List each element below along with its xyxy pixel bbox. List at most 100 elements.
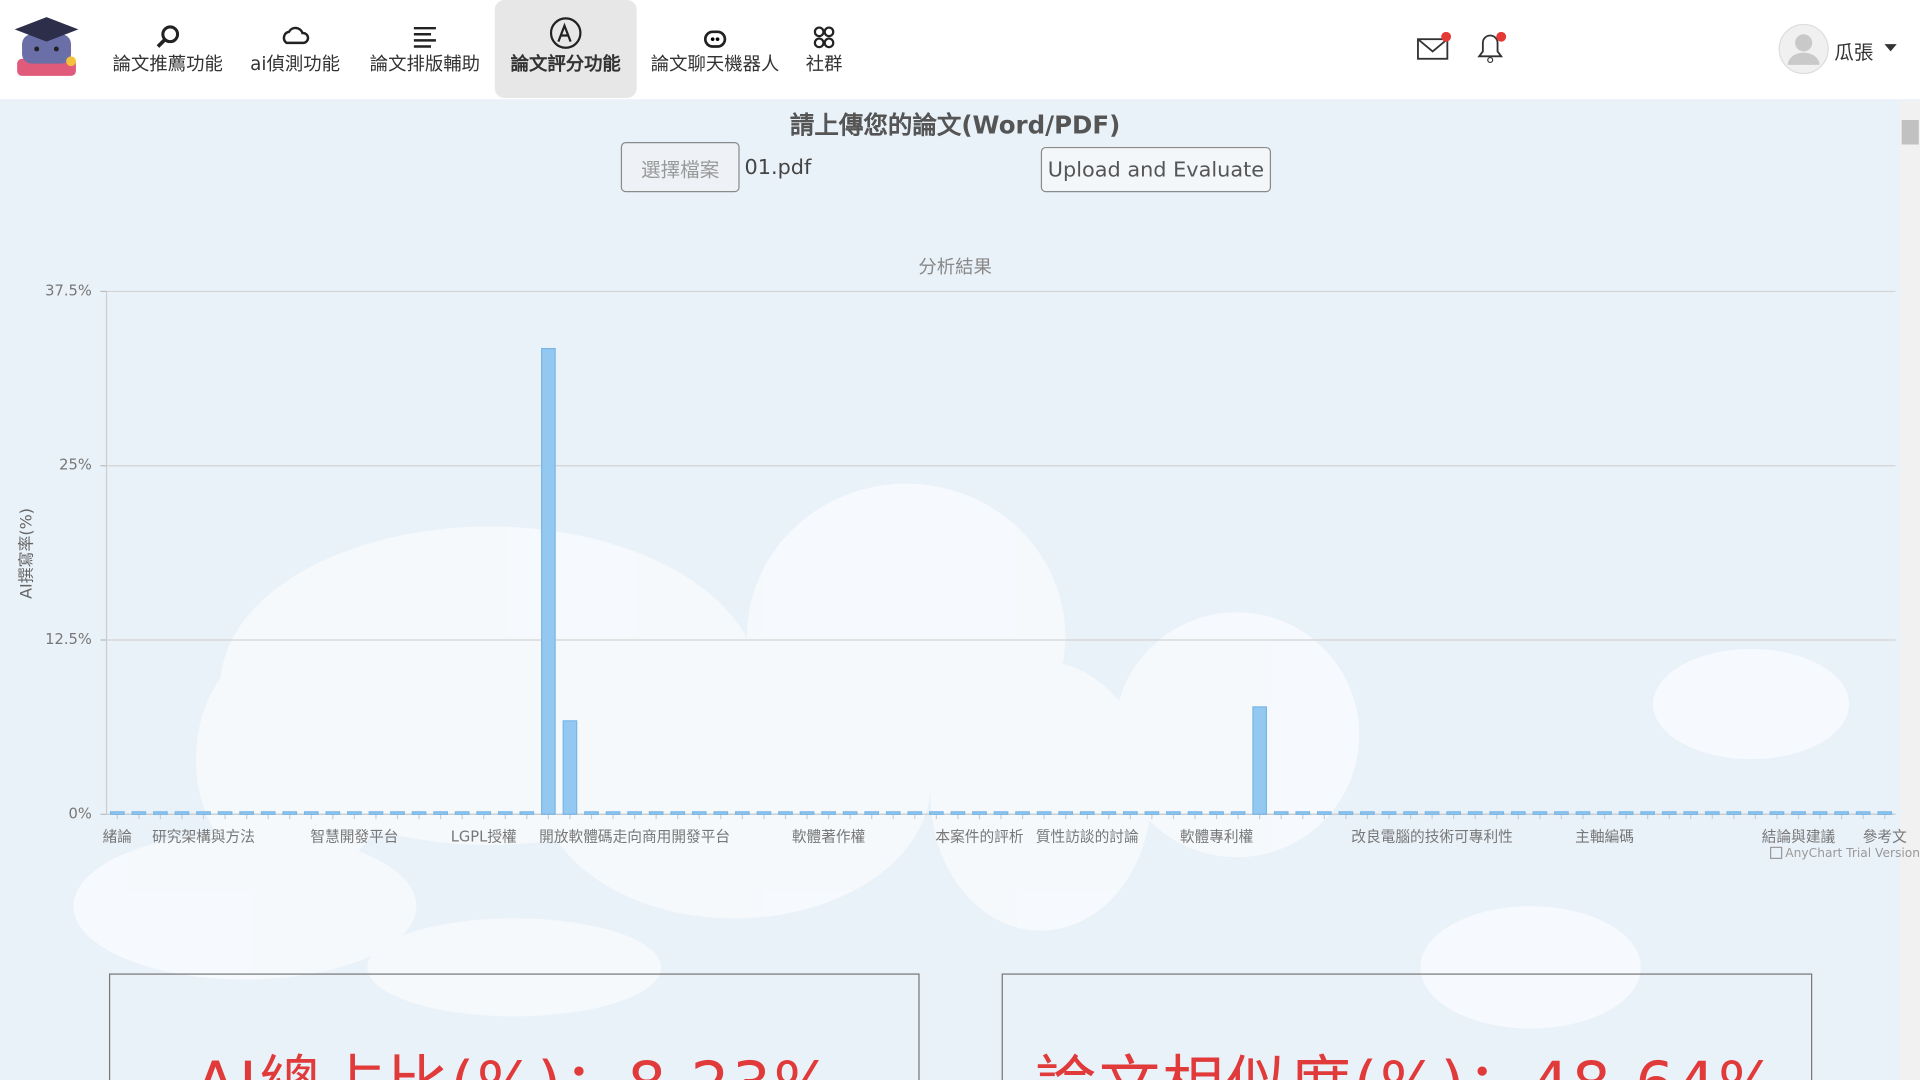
bar [1510, 811, 1526, 815]
bar [411, 811, 427, 815]
bar [303, 811, 319, 815]
bar [1122, 811, 1138, 815]
bar [217, 811, 233, 815]
bar [174, 811, 190, 815]
y-tick-label: 25% [59, 457, 92, 474]
x-tick-label: 軟體專利權 [1180, 829, 1254, 846]
bar [1209, 811, 1224, 815]
icon [156, 25, 180, 48]
bar [153, 811, 168, 815]
bar [605, 811, 621, 815]
bar [950, 811, 966, 815]
bar [907, 811, 923, 815]
bar [735, 811, 750, 815]
bar [1489, 811, 1505, 815]
x-tick-label: 研究架構與方法 [152, 829, 255, 846]
bar [1748, 811, 1763, 815]
bar [648, 811, 664, 815]
bar [627, 811, 642, 815]
bar [799, 811, 815, 815]
bar [1252, 706, 1268, 815]
bar [1532, 811, 1548, 815]
bar [1791, 811, 1806, 815]
bar [1166, 811, 1181, 815]
x-tick-label: 改良電腦的技術可專利性 [1351, 829, 1513, 846]
scroll-thumb[interactable] [1901, 120, 1919, 145]
bar [842, 811, 858, 815]
avatar[interactable] [1778, 23, 1829, 75]
bar [1316, 811, 1332, 815]
bar [390, 811, 405, 815]
bar [670, 811, 686, 815]
bar [497, 811, 513, 815]
nav-item[interactable]: 社群 [796, 0, 852, 98]
bar [454, 811, 470, 815]
user-name[interactable]: 瓜張 [1834, 40, 1874, 64]
x-tick-label: 軟體著作權 [792, 829, 866, 846]
scrollbar[interactable] [1900, 100, 1920, 1080]
chart-title: 分析結果 [918, 257, 991, 278]
bar [1726, 811, 1742, 815]
bar [993, 811, 1009, 815]
bar [1704, 811, 1720, 815]
bar [1554, 811, 1569, 815]
bar [282, 811, 298, 815]
bar [1338, 811, 1354, 815]
bell-icon[interactable] [1472, 29, 1509, 66]
bar [325, 811, 341, 815]
bar [1683, 811, 1699, 815]
icon [703, 30, 727, 48]
nav-label: 論文評分功能 [510, 52, 621, 75]
bar [1575, 811, 1591, 815]
x-tick-label: 本案件的評析 [935, 828, 1023, 846]
chart: 分析結果 AI撰寫率(%) 0% 12.5% 25% 37.5% 緒論 研究架構與方法 智慧… [16, 257, 1920, 860]
caret [1884, 44, 1897, 52]
bar [821, 811, 836, 815]
bar [1618, 811, 1634, 815]
nav-item[interactable]: ai偵測功能 [242, 0, 347, 98]
y-axis-label: AI撰寫率(%) [16, 508, 35, 599]
top-nav: 論文推薦功能 ai偵測功能 論文排版輔助 論文評分功能 論文聊天機器人 社群 瓜… [0, 0, 1920, 100]
y-tick-label: 37.5% [45, 282, 92, 299]
nav-item-active[interactable]: 論文評分功能 [494, 0, 637, 98]
nav-label: 社群 [805, 52, 843, 75]
icon [413, 26, 436, 48]
nav-label: ai偵測功能 [250, 52, 341, 75]
nav-item[interactable]: 論文排版輔助 [361, 0, 488, 98]
mail-icon[interactable] [1416, 31, 1453, 64]
nav-item[interactable]: 論文推薦功能 [105, 0, 230, 98]
ai-total-box: AI總占比(%)：8.23% [108, 973, 920, 1080]
bar [476, 811, 492, 815]
bar [756, 811, 772, 815]
icon [813, 26, 835, 49]
bar [541, 347, 556, 815]
bar [131, 811, 147, 815]
bar [1360, 811, 1375, 815]
y-tick-label: 0% [69, 805, 92, 822]
bar [196, 811, 211, 815]
bar [239, 811, 254, 815]
bar [1144, 811, 1160, 815]
bar [1812, 811, 1828, 815]
x-tick-label: 參考文 [1863, 829, 1907, 846]
choose-file-button[interactable]: 選擇檔案 [620, 142, 740, 193]
logo[interactable] [12, 15, 83, 84]
upload-heading: 請上傳您的論文(Word/PDF) [789, 110, 1121, 140]
upload-button[interactable]: Upload and Evaluate [1040, 146, 1272, 193]
similarity: 論文相似度(%)：48.64% [1003, 1036, 1811, 1080]
icon [282, 26, 310, 45]
bar [1769, 811, 1785, 815]
similarity-box: 論文相似度(%)：48.64% [1001, 973, 1813, 1080]
bar [1834, 811, 1849, 815]
nav-label: 論文聊天機器人 [650, 52, 780, 75]
x-tick-label: LGPL授權 [451, 829, 517, 846]
bar [1015, 811, 1030, 815]
nav-item[interactable]: 論文聊天機器人 [642, 0, 789, 98]
bar [1467, 811, 1483, 815]
bar [109, 811, 125, 815]
bar [1058, 811, 1074, 815]
x-tick-label: 質性訪談的討論 [1036, 828, 1139, 846]
bar [260, 811, 276, 815]
